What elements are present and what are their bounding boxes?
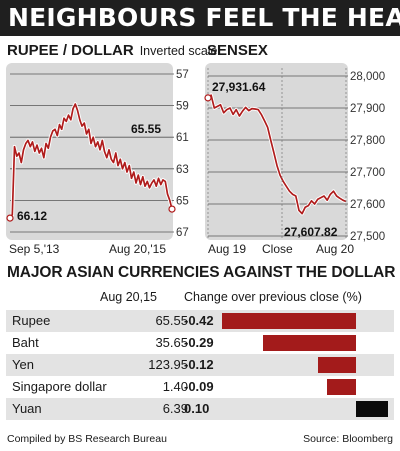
- currency-change: -0.42: [184, 313, 214, 328]
- y-tick-label: 61: [176, 132, 189, 144]
- currency-row: Baht 35.65 -0.29: [0, 332, 400, 354]
- y-tick-label: 57: [176, 69, 189, 81]
- sensex-chart-heading: SENSEX: [207, 40, 268, 62]
- y-tick-label: 27,800: [350, 135, 385, 147]
- currency-rate: 6.39: [162, 401, 188, 416]
- rupee-chart-heading: RUPEE / DOLLAR Inverted scale: [7, 40, 218, 62]
- footer-credit: Compiled by BS Research Bureau: [7, 433, 167, 445]
- currencies-heading: MAJOR ASIAN CURRENCIES AGAINST THE DOLLA…: [7, 264, 396, 281]
- y-tick-label: 59: [176, 101, 189, 113]
- series-line: [207, 94, 347, 215]
- x-axis-label: Aug 19: [208, 242, 246, 256]
- rupee-chart: 57 59 61 63 65 67 65.55 66.12 Sep 5,'13 Aug 20,'1…: [6, 69, 189, 256]
- change-bar: [317, 357, 356, 373]
- sensex-chart-title: SENSEX: [207, 42, 268, 59]
- currency-rate: 1.40: [162, 379, 188, 394]
- change-column-header: Change over previous close (%): [184, 290, 362, 304]
- rupee-chart-title: RUPEE / DOLLAR: [7, 42, 134, 59]
- change-bar: [356, 401, 388, 417]
- currency-row: Rupee 65.55 -0.42: [0, 310, 400, 332]
- currency-row: Yen 123.95 -0.12: [0, 354, 400, 376]
- rupee-chart-subtitle: Inverted scale: [139, 44, 218, 58]
- change-bar: [327, 379, 356, 395]
- annotation-start: 66.12: [17, 209, 47, 223]
- sensex-chart: 28,000 27,900 27,800 27,700 27,600 27,500 27,9…: [204, 68, 385, 256]
- currency-change: -0.12: [184, 357, 214, 372]
- currency-rate: 123.95: [148, 357, 188, 372]
- annotation-open: 27,931.64: [212, 80, 266, 94]
- currency-name: Yuan: [12, 401, 42, 416]
- x-axis-label: Close: [262, 242, 293, 256]
- currency-change: -0.29: [184, 335, 214, 350]
- currency-change: -0.09: [184, 379, 214, 394]
- footer-source: Source: Bloomberg: [303, 433, 393, 445]
- currency-name: Baht: [12, 335, 39, 350]
- annotation-latest: 65.55: [131, 122, 161, 136]
- y-tick-label: 65: [176, 195, 189, 207]
- series-line: [9, 103, 173, 219]
- change-bar: [221, 313, 356, 329]
- y-tick-label: 27,900: [350, 103, 385, 115]
- currency-row: Singapore dollar 1.40 -0.09: [0, 376, 400, 398]
- y-tick-label: 28,000: [350, 71, 385, 83]
- end-marker: [168, 205, 176, 213]
- annotation-close: 27,607.82: [284, 225, 338, 239]
- series-line-outline: [206, 93, 347, 216]
- x-end-label: Aug 20,'15: [109, 242, 166, 256]
- open-marker: [204, 94, 212, 102]
- x-start-label: Sep 5,'13: [9, 242, 60, 256]
- y-tick-label: 67: [176, 227, 189, 239]
- start-marker: [6, 214, 14, 222]
- sensex-chart-area: [205, 63, 348, 240]
- currency-change: 0.10: [184, 401, 210, 416]
- y-tick-label: 27,700: [350, 167, 385, 179]
- y-tick-label: 27,600: [350, 199, 385, 211]
- currency-row: Yuan 6.39 0.10: [0, 398, 400, 420]
- currency-name: Yen: [12, 357, 34, 372]
- x-axis-label: Aug 20: [316, 242, 354, 256]
- currency-rate: 65.55: [155, 313, 188, 328]
- currency-name: Rupee: [12, 313, 51, 328]
- infographic-title: NEIGHBOURS FEEL THE HEAT: [0, 0, 400, 36]
- currency-rate: 35.65: [155, 335, 188, 350]
- currency-name: Singapore dollar: [12, 379, 107, 394]
- y-tick-label: 27,500: [350, 231, 385, 243]
- y-tick-label: 63: [176, 164, 189, 176]
- rate-column-header: Aug 20,15: [100, 290, 157, 304]
- change-bar: [263, 335, 356, 351]
